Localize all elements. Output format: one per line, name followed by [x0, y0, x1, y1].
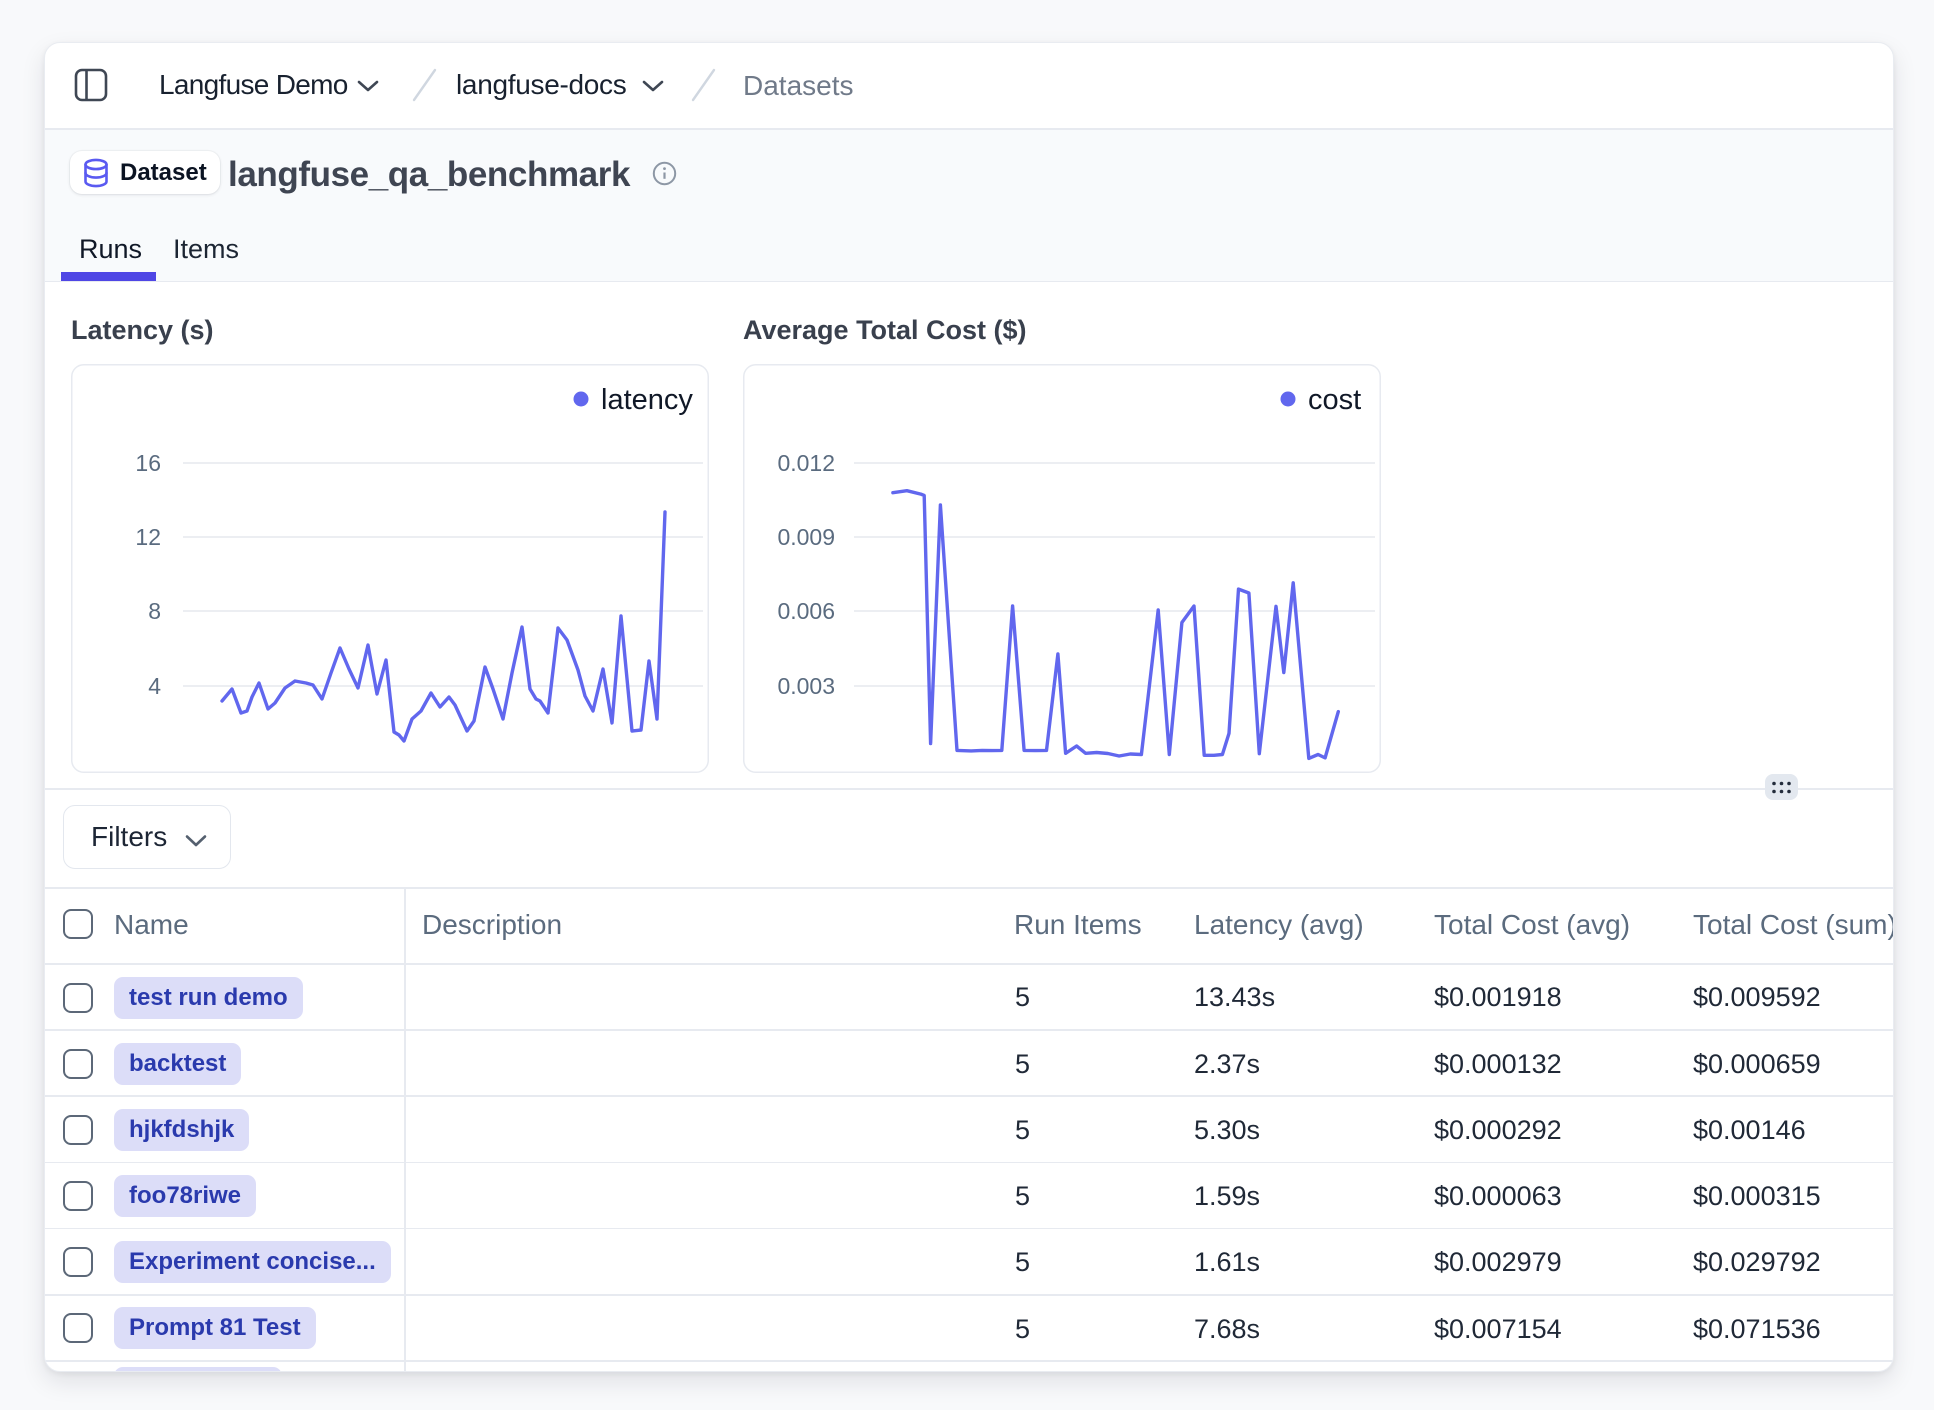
- svg-text:cost: cost: [1308, 384, 1361, 416]
- svg-text:0.012: 0.012: [777, 450, 835, 476]
- svg-text:latency: latency: [601, 384, 693, 416]
- svg-text:0.006: 0.006: [777, 598, 835, 624]
- svg-text:16: 16: [135, 450, 161, 476]
- svg-text:0.003: 0.003: [777, 673, 835, 699]
- svg-text:0.009: 0.009: [777, 524, 835, 550]
- svg-text:8: 8: [148, 598, 161, 624]
- svg-text:12: 12: [135, 524, 161, 550]
- svg-text:4: 4: [148, 673, 161, 699]
